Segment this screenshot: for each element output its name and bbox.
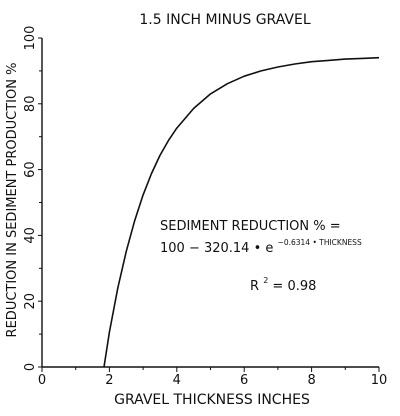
y-tick-label: 20	[23, 293, 38, 310]
equation-line-3: R 2 = 0.98	[250, 276, 316, 294]
equation-line-3-value: = 0.98	[272, 279, 316, 294]
equation-line-2-base: 100 − 320.14 • e	[160, 241, 273, 256]
equation-line-2-exponent: −0.6314 • THICKNESS	[278, 238, 362, 247]
x-axis-label: GRAVEL THICKNESS INCHES	[114, 392, 310, 408]
y-tick-label: 80	[23, 96, 38, 113]
y-tick-label: 60	[23, 161, 38, 178]
equation-annotation: SEDIMENT REDUCTION % = 100 − 320.14 • e …	[160, 219, 362, 294]
y-tick-label: 0	[23, 363, 38, 371]
y-tick-label: 100	[23, 26, 38, 51]
equation-line-2: 100 − 320.14 • e −0.6314 • THICKNESS	[160, 238, 362, 256]
equation-line-3-r: R	[250, 279, 259, 294]
y-axis-label: REDUCTION IN SEDIMENT PRODUCTION %	[5, 63, 20, 338]
equation-line-3-sup: 2	[263, 276, 268, 285]
y-tick-label: 40	[23, 227, 38, 244]
equation-line-1: SEDIMENT REDUCTION % =	[160, 219, 341, 234]
axes	[41, 38, 379, 368]
chart-title: 1.5 INCH MINUS GRAVEL	[139, 12, 310, 28]
x-tick-label: 6	[240, 373, 248, 388]
x-tick-label: 0	[38, 373, 46, 388]
x-tick-label: 10	[371, 373, 388, 388]
series-layer	[103, 56, 380, 368]
x-tick-label: 8	[307, 373, 315, 388]
x-tick-label: 2	[105, 373, 113, 388]
series-line	[103, 56, 380, 368]
x-tick-label: 4	[173, 373, 181, 388]
